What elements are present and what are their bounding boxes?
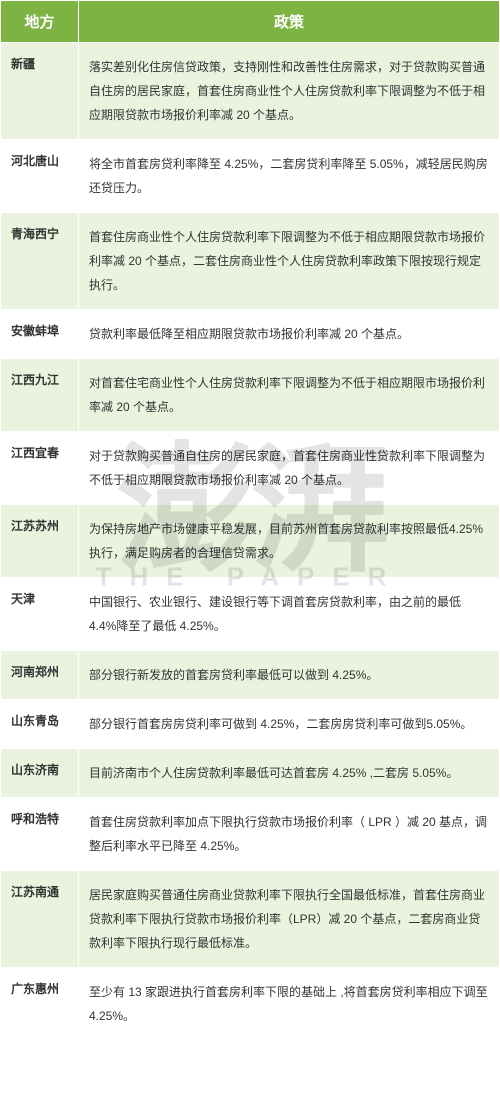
- table-row: 山东济南目前济南市个人住房贷款利率最低可达首套房 4.25% ,二套房 5.05…: [1, 749, 500, 798]
- cell-location: 江苏苏州: [1, 505, 79, 578]
- table-row: 江苏南通居民家庭购买普通住房商业贷款利率下限执行全国最低标准，首套住房商业贷款利…: [1, 871, 500, 968]
- table-container: 地方 政策 新疆落实差别化住房信贷政策，支持刚性和改善性住房需求，对于贷款购买普…: [0, 0, 500, 1041]
- cell-policy: 落实差别化住房信贷政策，支持刚性和改善性住房需求，对于贷款购买普通自住房的居民家…: [79, 43, 500, 140]
- cell-policy: 将全市首套房贷利率降至 4.25%，二套房贷利率降至 5.05%，减轻居民购房还…: [79, 140, 500, 213]
- cell-location: 呼和浩特: [1, 798, 79, 871]
- table-row: 新疆落实差别化住房信贷政策，支持刚性和改善性住房需求，对于贷款购买普通自住房的居…: [1, 43, 500, 140]
- cell-policy: 居民家庭购买普通住房商业贷款利率下限执行全国最低标准，首套住房商业贷款利率下限执…: [79, 871, 500, 968]
- cell-location: 江苏南通: [1, 871, 79, 968]
- table-row: 青海西宁首套住房商业性个人住房贷款利率下限调整为不低于相应期限贷款市场报价利率减…: [1, 213, 500, 310]
- col-header-policy: 政策: [79, 1, 500, 43]
- cell-location: 安徽蚌埠: [1, 310, 79, 359]
- col-header-location: 地方: [1, 1, 79, 43]
- table-row: 江西宜春对于贷款购买普通自住房的居民家庭，首套住房商业性贷款利率下限调整为不低于…: [1, 432, 500, 505]
- table-row: 河北唐山将全市首套房贷利率降至 4.25%，二套房贷利率降至 5.05%，减轻居…: [1, 140, 500, 213]
- table-row: 河南郑州部分银行新发放的首套房贷利率最低可以做到 4.25%。: [1, 651, 500, 700]
- cell-location: 青海西宁: [1, 213, 79, 310]
- table-body: 新疆落实差别化住房信贷政策，支持刚性和改善性住房需求，对于贷款购买普通自住房的居…: [1, 43, 500, 1041]
- table-row: 安徽蚌埠贷款利率最低降至相应期限贷款市场报价利率减 20 个基点。: [1, 310, 500, 359]
- table-row: 天津中国银行、农业银行、建设银行等下调首套房贷款利率，由之前的最低 4.4%降至…: [1, 578, 500, 651]
- header-row: 地方 政策: [1, 1, 500, 43]
- cell-policy: 中国银行、农业银行、建设银行等下调首套房贷款利率，由之前的最低 4.4%降至了最…: [79, 578, 500, 651]
- cell-policy: 首套住房贷款利率加点下限执行贷款市场报价利率（ LPR ）减 20 基点，调整后…: [79, 798, 500, 871]
- cell-location: 河北唐山: [1, 140, 79, 213]
- cell-policy: 贷款利率最低降至相应期限贷款市场报价利率减 20 个基点。: [79, 310, 500, 359]
- cell-policy: 为保持房地产市场健康平稳发展，目前苏州首套房贷款利率按照最低4.25%执行，满足…: [79, 505, 500, 578]
- table-row: 广东惠州至少有 13 家跟进执行首套房利率下限的基础上 ,将首套房贷利率相应下调…: [1, 968, 500, 1041]
- cell-location: 天津: [1, 578, 79, 651]
- table-row: 江苏苏州为保持房地产市场健康平稳发展，目前苏州首套房贷款利率按照最低4.25%执…: [1, 505, 500, 578]
- cell-location: 新疆: [1, 43, 79, 140]
- cell-location: 广东惠州: [1, 968, 79, 1041]
- cell-policy: 至少有 13 家跟进执行首套房利率下限的基础上 ,将首套房贷利率相应下调至 4.…: [79, 968, 500, 1041]
- cell-location: 江西九江: [1, 359, 79, 432]
- cell-location: 河南郑州: [1, 651, 79, 700]
- cell-policy: 对于贷款购买普通自住房的居民家庭，首套住房商业性贷款利率下限调整为不低于相应期限…: [79, 432, 500, 505]
- cell-policy: 首套住房商业性个人住房贷款利率下限调整为不低于相应期限贷款市场报价利率减 20 …: [79, 213, 500, 310]
- cell-policy: 对首套住宅商业性个人住房贷款利率下限调整为不低于相应期限市场报价利率减 20 个…: [79, 359, 500, 432]
- cell-policy: 部分银行首套房房贷利率可做到 4.25%，二套房房贷利率可做到5.05%。: [79, 700, 500, 749]
- table-row: 江西九江对首套住宅商业性个人住房贷款利率下限调整为不低于相应期限市场报价利率减 …: [1, 359, 500, 432]
- cell-policy: 目前济南市个人住房贷款利率最低可达首套房 4.25% ,二套房 5.05%。: [79, 749, 500, 798]
- table-row: 山东青岛部分银行首套房房贷利率可做到 4.25%，二套房房贷利率可做到5.05%…: [1, 700, 500, 749]
- policy-table: 地方 政策 新疆落实差别化住房信贷政策，支持刚性和改善性住房需求，对于贷款购买普…: [0, 0, 500, 1041]
- table-row: 呼和浩特首套住房贷款利率加点下限执行贷款市场报价利率（ LPR ）减 20 基点…: [1, 798, 500, 871]
- cell-policy: 部分银行新发放的首套房贷利率最低可以做到 4.25%。: [79, 651, 500, 700]
- cell-location: 山东青岛: [1, 700, 79, 749]
- cell-location: 山东济南: [1, 749, 79, 798]
- cell-location: 江西宜春: [1, 432, 79, 505]
